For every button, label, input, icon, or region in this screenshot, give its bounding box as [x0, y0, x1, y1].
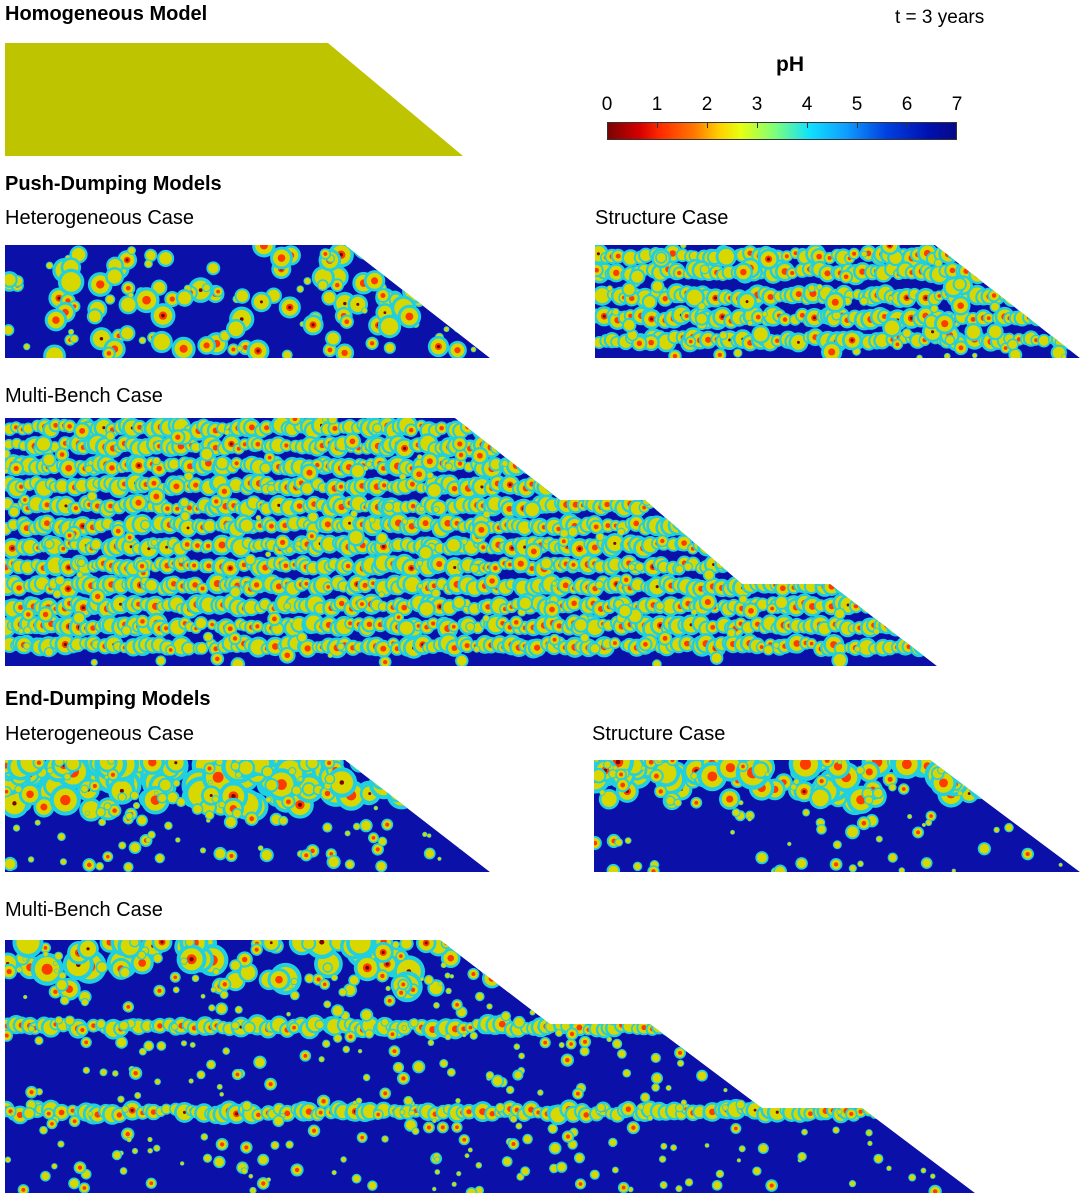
colorbar-tick-label: 7 [951, 94, 963, 115]
colorbar-tick-label: 6 [901, 94, 913, 115]
homogeneous-model [5, 43, 463, 156]
colorbar-tick-mark [657, 122, 658, 128]
colorbar-tick-mark [707, 122, 708, 128]
colorbar-tick-label: 2 [701, 94, 713, 115]
colorbar [607, 122, 957, 140]
end-multibench-label: Multi-Bench Case [5, 899, 163, 921]
end-dumping-title: End-Dumping Models [5, 688, 211, 710]
push-hetero-model [5, 245, 490, 358]
colorbar-tick-label: 3 [751, 94, 763, 115]
push-hetero-label: Heterogeneous Case [5, 207, 195, 229]
colorbar-tick-mark [857, 122, 858, 128]
end-multibench-model [5, 940, 975, 1193]
end-structure-label: Structure Case [592, 723, 726, 745]
colorbar-tick-mark [807, 122, 808, 128]
colorbar-tick-label: 4 [801, 94, 813, 115]
push-multibench-label: Multi-Bench Case [5, 385, 163, 407]
colorbar-tick-label: 5 [851, 94, 863, 115]
colorbar-tick-mark [757, 122, 758, 128]
end-structure-model [594, 760, 1080, 872]
push-structure-label: Structure Case [595, 207, 729, 229]
end-hetero-model [5, 760, 490, 872]
time-label: t = 3 years [895, 7, 985, 28]
push-multibench-model [5, 418, 937, 666]
push-structure-model [595, 245, 1080, 358]
colorbar-tick-mark [907, 122, 908, 128]
colorbar-title: pH [776, 53, 804, 76]
push-dumping-title: Push-Dumping Models [5, 173, 222, 195]
colorbar-tick-label: 0 [601, 94, 613, 115]
homogeneous-title: Homogeneous Model [5, 3, 208, 25]
end-hetero-label: Heterogeneous Case [5, 723, 195, 745]
colorbar-tick-label: 1 [651, 94, 663, 115]
